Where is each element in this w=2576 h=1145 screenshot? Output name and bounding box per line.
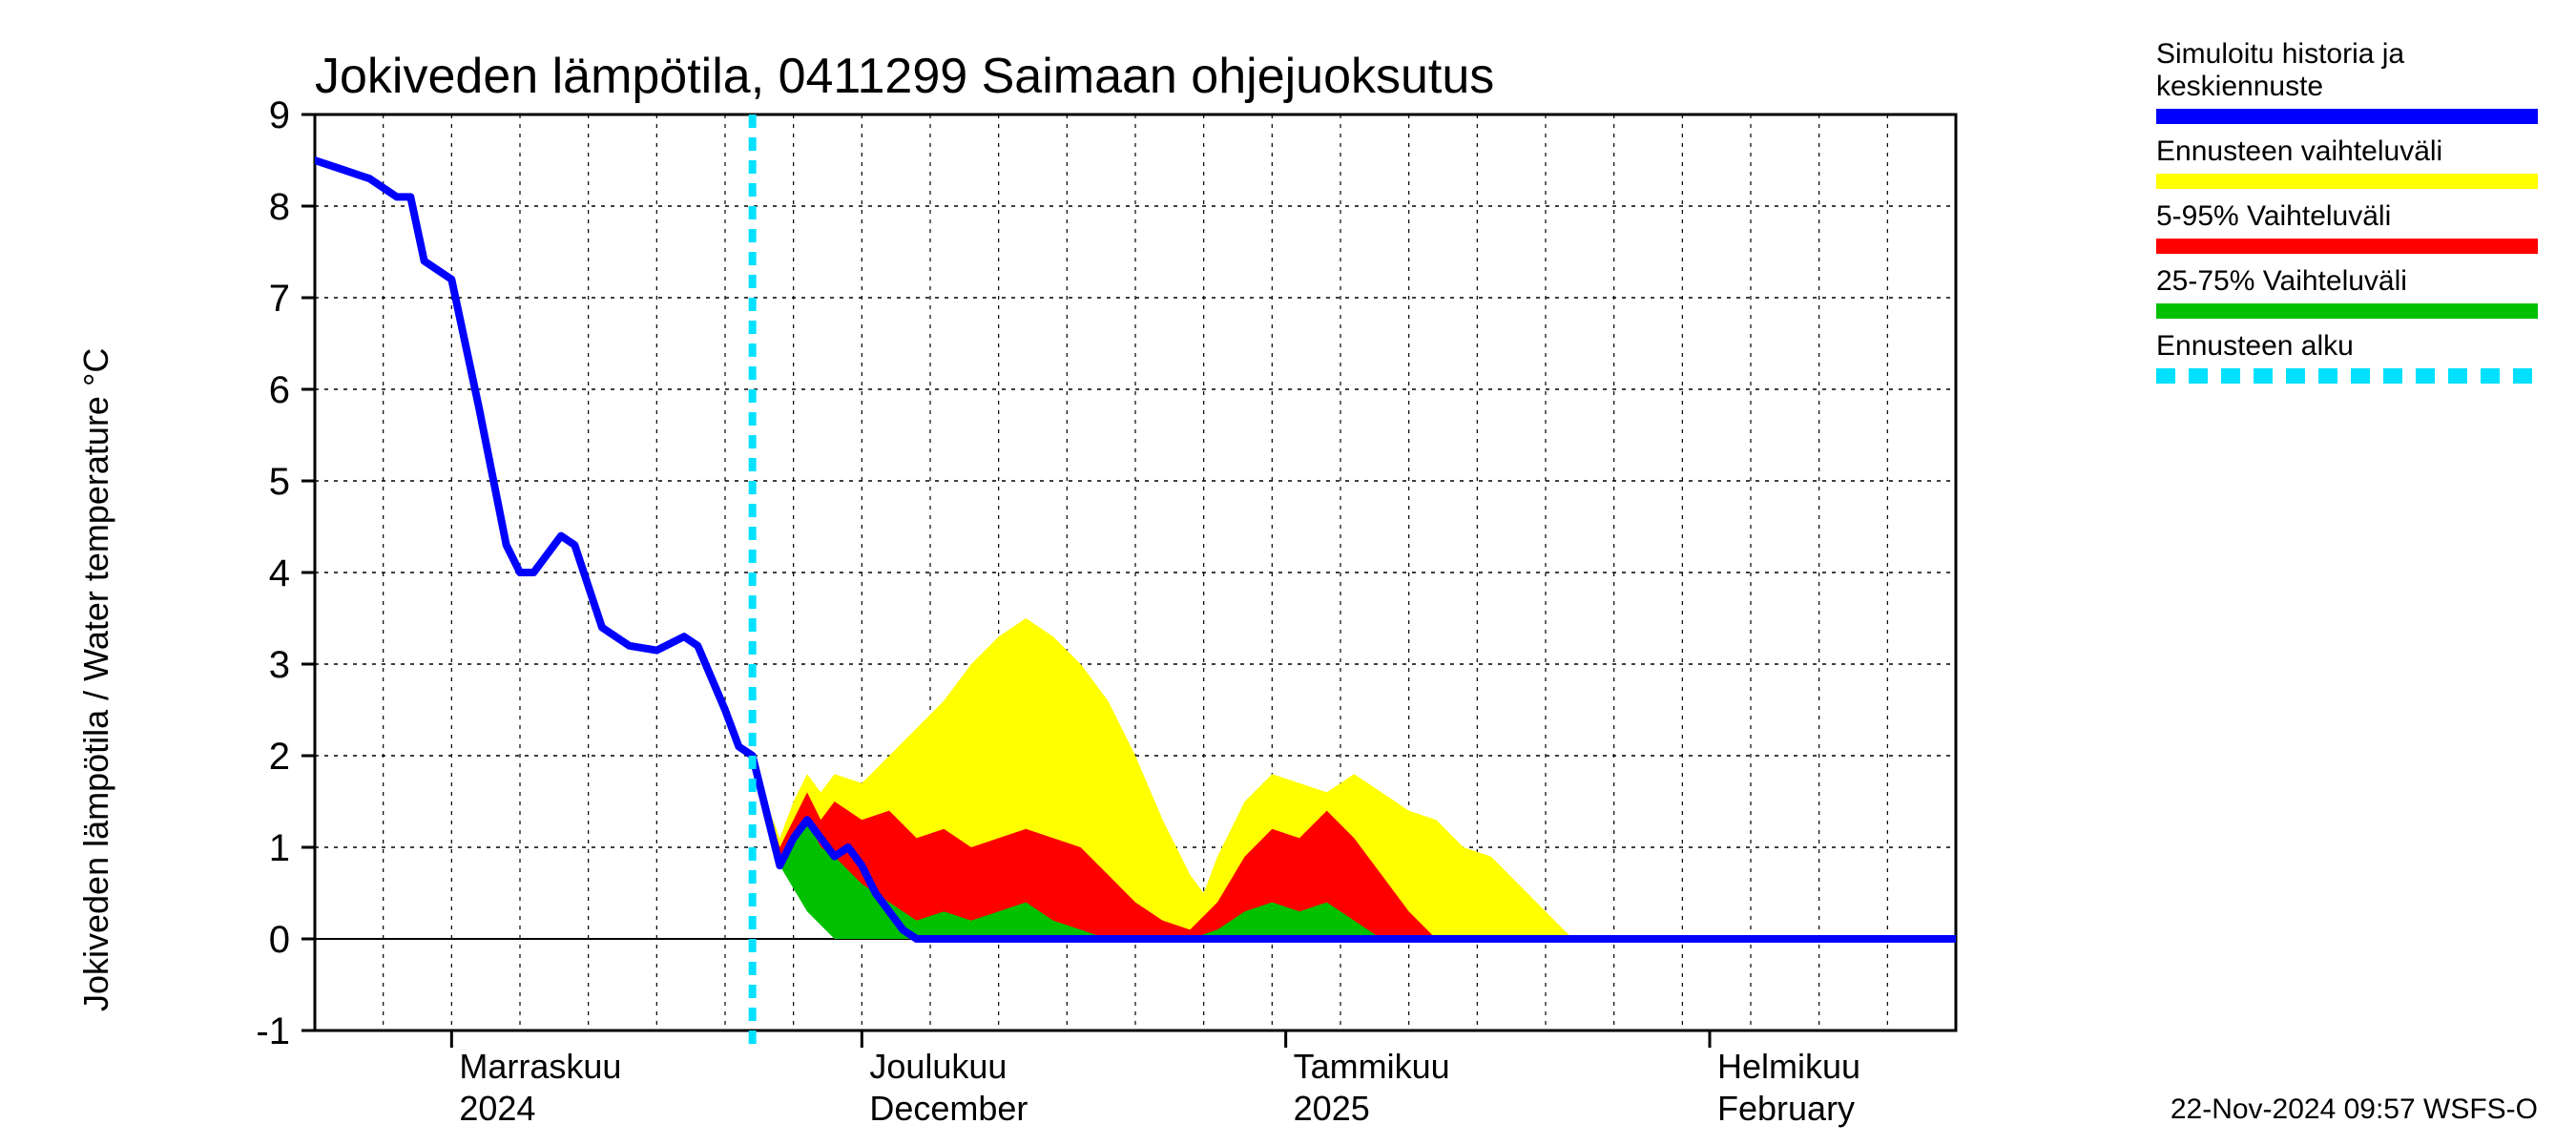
svg-text:1: 1: [269, 827, 290, 869]
svg-text:Tammikuu: Tammikuu: [1294, 1047, 1450, 1086]
svg-text:7: 7: [269, 278, 290, 320]
svg-text:0: 0: [269, 919, 290, 961]
svg-text:6: 6: [269, 369, 290, 411]
legend-swatch: [2156, 239, 2538, 254]
chart-container: Jokiveden lämpötila / Water temperature …: [0, 0, 2576, 1145]
legend-label: 5-95% Vaihteluväli: [2156, 200, 2538, 233]
legend-swatch: [2156, 303, 2538, 319]
legend-item: Ennusteen alku: [2156, 330, 2538, 384]
svg-text:5: 5: [269, 461, 290, 503]
svg-text:-1: -1: [256, 1010, 290, 1052]
svg-text:3: 3: [269, 644, 290, 686]
legend-label: Simuloitu historia ja keskiennuste: [2156, 38, 2538, 103]
svg-text:2025: 2025: [1294, 1089, 1370, 1128]
legend-item: Ennusteen vaihteluväli: [2156, 135, 2538, 189]
legend-label: 25-75% Vaihteluväli: [2156, 265, 2538, 298]
legend-label: Ennusteen alku: [2156, 330, 2538, 363]
legend-swatch: [2156, 109, 2538, 124]
svg-text:8: 8: [269, 186, 290, 228]
svg-text:December: December: [869, 1089, 1028, 1128]
legend-item: 25-75% Vaihteluväli: [2156, 265, 2538, 319]
svg-text:2: 2: [269, 736, 290, 778]
svg-text:4: 4: [269, 552, 290, 594]
legend-swatch: [2156, 368, 2538, 384]
footer-timestamp: 22-Nov-2024 09:57 WSFS-O: [2171, 1093, 2538, 1126]
svg-text:Marraskuu: Marraskuu: [459, 1047, 621, 1086]
legend-item: 5-95% Vaihteluväli: [2156, 200, 2538, 254]
svg-text:2024: 2024: [459, 1089, 535, 1128]
legend-label: Ennusteen vaihteluväli: [2156, 135, 2538, 168]
legend-item: Simuloitu historia ja keskiennuste: [2156, 38, 2538, 124]
svg-text:Joulukuu: Joulukuu: [869, 1047, 1007, 1086]
svg-text:9: 9: [269, 94, 290, 136]
legend: Simuloitu historia ja keskiennuste Ennust…: [2156, 38, 2538, 395]
legend-swatch: [2156, 174, 2538, 189]
svg-text:February: February: [1717, 1089, 1855, 1128]
svg-text:Helmikuu: Helmikuu: [1717, 1047, 1860, 1086]
